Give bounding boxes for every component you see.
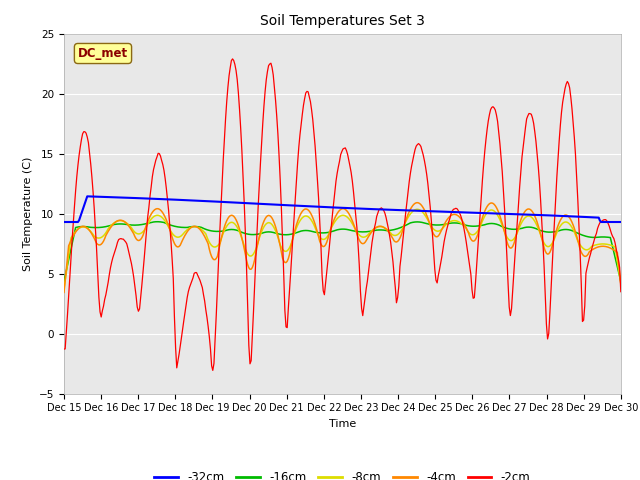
X-axis label: Time: Time [329,419,356,429]
Legend: -32cm, -16cm, -8cm, -4cm, -2cm: -32cm, -16cm, -8cm, -4cm, -2cm [150,466,535,480]
Y-axis label: Soil Temperature (C): Soil Temperature (C) [23,156,33,271]
Title: Soil Temperatures Set 3: Soil Temperatures Set 3 [260,14,425,28]
Text: DC_met: DC_met [78,47,128,60]
